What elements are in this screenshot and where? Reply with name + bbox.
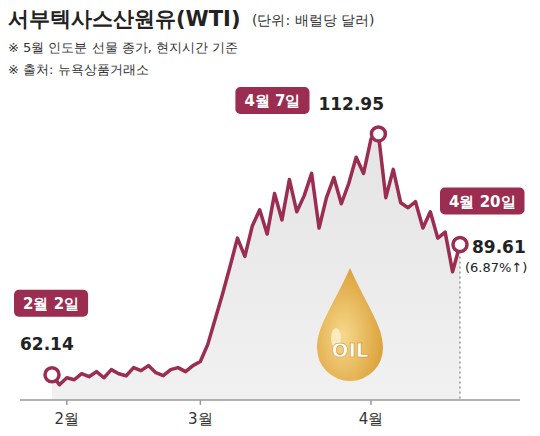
subtitle: (단위: 배럴당 달러)	[252, 12, 375, 28]
date-label: 2월 2일	[23, 295, 79, 313]
date-label: 4월 20일	[449, 193, 516, 211]
x-tick-label: 2월	[55, 410, 80, 428]
note: ※ 출처: 뉴욕상품거래소	[8, 62, 149, 77]
value-label: 112.95	[318, 94, 384, 114]
value-label: 89.61	[472, 237, 526, 257]
point-marker	[371, 127, 385, 141]
area	[52, 134, 460, 400]
point-marker	[453, 238, 467, 252]
point-marker	[45, 368, 59, 382]
oil-drop	[317, 268, 383, 381]
x-tick-label: 4월	[359, 410, 384, 428]
date-label: 4월 7일	[244, 92, 300, 110]
change-label: (6.87%↑)	[465, 260, 527, 275]
plot-area	[52, 134, 460, 400]
x-tick-label: 3월	[188, 410, 213, 428]
title: 서부텍사스산원유(WTI)	[8, 7, 241, 31]
x-axis	[20, 399, 520, 401]
date-label-box	[440, 188, 525, 215]
x-tick	[370, 400, 372, 405]
icon-label: OIL	[331, 338, 368, 362]
value-label: 62.14	[20, 334, 74, 354]
drop-line	[460, 252, 461, 400]
note: ※ 5월 인도분 선물 종가, 현지시간 기준	[8, 40, 238, 55]
line	[52, 134, 460, 385]
x-tick	[200, 400, 202, 405]
date-label-box	[235, 87, 309, 114]
date-label-box	[14, 290, 88, 317]
x-tick	[66, 400, 68, 405]
chart: 서부텍사스산원유(WTI) (단위: 배럴당 달러) ※ 5월 인도분 선물 종가,…	[0, 0, 540, 436]
